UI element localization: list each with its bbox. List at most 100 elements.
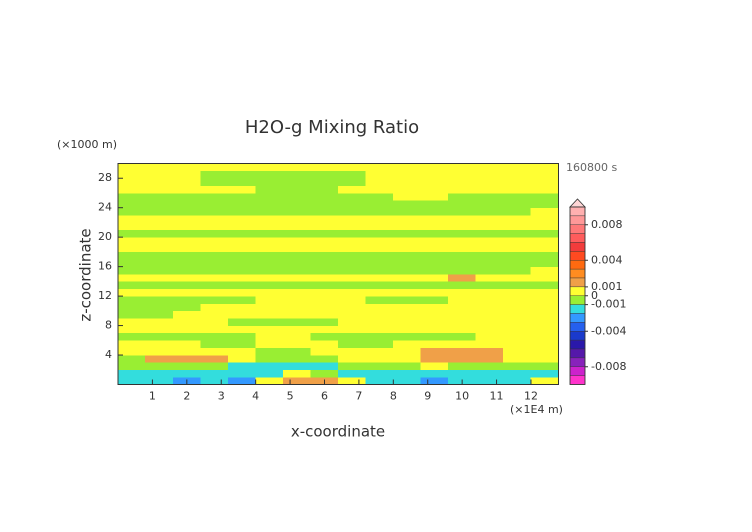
field-cell xyxy=(255,214,284,223)
field-cell xyxy=(448,207,477,216)
field-cell xyxy=(200,214,229,223)
field-cell xyxy=(365,170,394,179)
field-cell xyxy=(255,207,284,216)
field-cell xyxy=(475,177,504,186)
field-cell xyxy=(172,281,201,290)
field-cell xyxy=(310,332,339,341)
field-cell xyxy=(200,317,229,326)
field-cell xyxy=(337,281,367,290)
field-cell xyxy=(448,251,477,260)
field-cell xyxy=(448,236,477,245)
field-cell xyxy=(337,369,367,378)
field-cell xyxy=(530,170,559,179)
field-cell xyxy=(530,229,559,238)
field-cell xyxy=(310,369,339,378)
field-cell xyxy=(337,236,367,245)
colorbar-tick-label: -0.008 xyxy=(591,360,626,373)
field-cell xyxy=(117,281,146,290)
field-cell xyxy=(393,170,422,179)
colorbar-bin xyxy=(569,268,586,279)
field-cell xyxy=(393,251,422,260)
y-tick-label: 4 xyxy=(105,348,112,361)
field-cell xyxy=(200,310,229,319)
field-cell xyxy=(475,222,504,231)
field-cell xyxy=(448,229,477,238)
field-cell xyxy=(503,214,532,223)
field-cell xyxy=(420,244,449,253)
field-cell xyxy=(448,354,477,363)
field-cell xyxy=(255,185,284,194)
colorbar-bin xyxy=(569,322,586,332)
field-cell xyxy=(117,376,146,385)
field-cell xyxy=(475,332,504,341)
field-cell xyxy=(448,222,477,231)
field-cell xyxy=(172,354,201,363)
field-cell xyxy=(310,317,339,326)
field-cell xyxy=(145,376,174,385)
field-cell xyxy=(503,170,532,179)
field-cell xyxy=(365,376,394,385)
field-cell xyxy=(282,303,312,312)
y-tick-label: 16 xyxy=(98,260,112,273)
field-cell xyxy=(282,376,312,385)
x-tick-label: 1 xyxy=(149,390,156,403)
field-cell xyxy=(282,266,312,275)
field-cell xyxy=(200,207,229,216)
field-cell xyxy=(337,170,367,179)
field-cell xyxy=(365,200,394,208)
field-cell xyxy=(282,222,312,231)
field-cell xyxy=(310,347,339,356)
field-cell xyxy=(145,325,174,334)
field-cell xyxy=(227,354,256,363)
field-cell xyxy=(227,222,256,231)
field-cell xyxy=(145,266,174,275)
field-cell xyxy=(227,207,256,216)
x-tick-label: 6 xyxy=(321,390,328,403)
field-cell xyxy=(117,236,146,245)
field-cell xyxy=(200,325,229,334)
field-cell xyxy=(255,288,284,297)
field-cell xyxy=(475,163,504,172)
field-cell xyxy=(365,332,394,341)
field-cell xyxy=(420,332,449,341)
colorbar-bin xyxy=(569,339,586,350)
field-cell xyxy=(337,339,367,348)
field-cell xyxy=(475,339,504,348)
field-cell xyxy=(227,281,256,290)
colorbar-bin xyxy=(569,295,586,305)
field-cell xyxy=(145,295,174,304)
field-cell xyxy=(475,214,504,223)
field-cell xyxy=(310,229,339,238)
field-cell xyxy=(365,236,394,245)
field-cell xyxy=(448,310,477,319)
y-axis-label: z-coordinate xyxy=(77,228,95,321)
field-cell xyxy=(282,369,312,378)
field-cell xyxy=(172,310,201,319)
field-cell xyxy=(365,207,394,216)
field-cell xyxy=(310,177,339,186)
colorbar-bin xyxy=(569,260,586,270)
field-cell xyxy=(393,229,422,238)
field-cell xyxy=(503,354,532,363)
field-cell xyxy=(145,258,174,267)
field-cell xyxy=(475,258,504,267)
field-cell xyxy=(365,244,394,253)
field-cell xyxy=(172,192,201,201)
field-cell xyxy=(420,310,449,319)
field-cell xyxy=(420,376,449,385)
field-cell xyxy=(530,376,559,385)
field-cell xyxy=(448,303,477,312)
field-cell xyxy=(503,317,532,326)
field-cell xyxy=(337,362,367,371)
y-tick-label: 12 xyxy=(98,289,112,302)
field-cell xyxy=(365,288,394,297)
field-cell xyxy=(448,266,477,275)
y-tick-label: 8 xyxy=(105,319,112,332)
field-cell xyxy=(448,177,477,186)
field-cell xyxy=(227,332,256,341)
field-cell xyxy=(365,325,394,334)
field-cell xyxy=(448,273,477,282)
field-cell xyxy=(172,170,201,179)
field-cell xyxy=(393,332,422,341)
field-cell xyxy=(282,310,312,319)
